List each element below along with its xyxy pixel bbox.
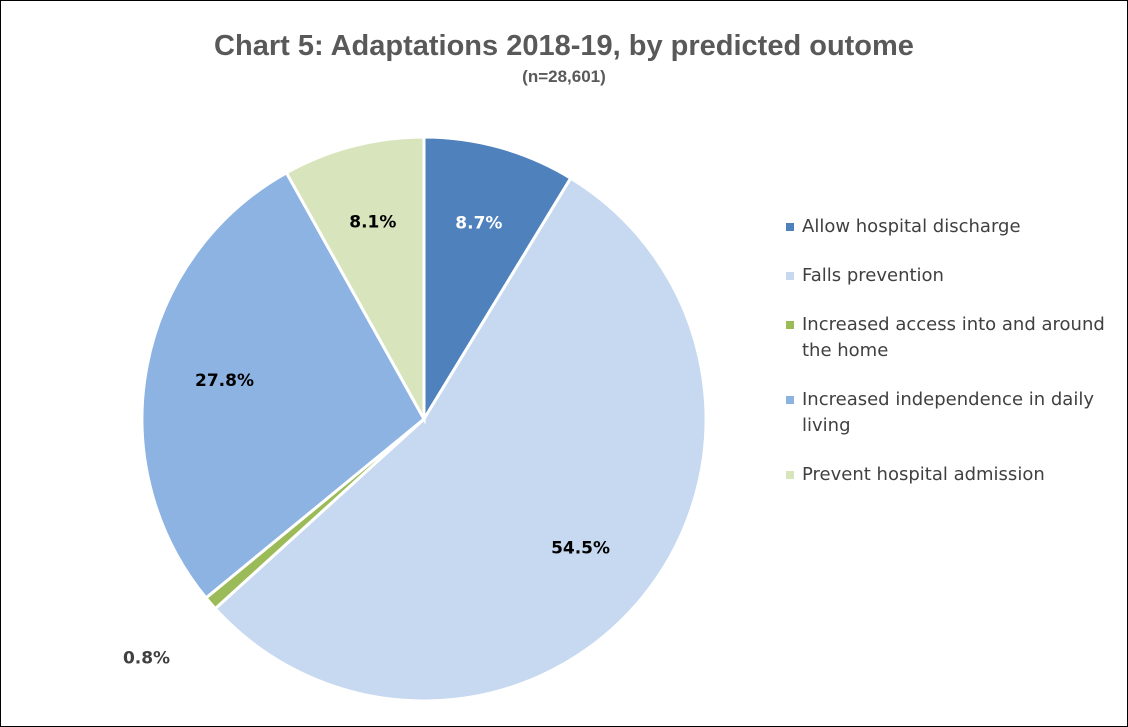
legend-label: Increased independence in daily living [802, 389, 1094, 436]
data-label: 0.8% [123, 649, 170, 669]
legend-item: Increased access into and around the hom… [786, 312, 1126, 364]
data-label: 27.8% [195, 371, 254, 391]
pie-slice [284, 135, 426, 425]
chart-subtitle: (n=28,601) [522, 67, 606, 86]
legend-label: Allow hospital discharge [802, 216, 1021, 237]
pie-slice [422, 135, 573, 425]
data-label: 8.7% [455, 214, 502, 234]
legend-swatch [786, 321, 794, 329]
legend-label: Prevent hospital admission [802, 464, 1045, 485]
legend-item: Falls prevention [786, 263, 1126, 289]
pie-slice [213, 176, 708, 703]
legend-swatch [786, 471, 794, 479]
legend-swatch [786, 272, 794, 280]
data-label: 54.5% [551, 538, 610, 558]
legend-item: Prevent hospital admission [786, 462, 1126, 488]
legend: Allow hospital discharge Falls prevention… [786, 214, 1126, 511]
legend-item: Allow hospital discharge [786, 214, 1126, 240]
legend-item: Increased independence in daily living [786, 387, 1126, 439]
pie-slice [140, 170, 426, 600]
legend-swatch [786, 396, 794, 404]
data-label: 8.1% [349, 213, 396, 233]
chart-title: Chart 5: Adaptations 2018-19, by predict… [214, 30, 914, 62]
legend-swatch [786, 223, 794, 231]
legend-label: Increased access into and around the hom… [802, 314, 1105, 361]
legend-label: Falls prevention [802, 265, 944, 286]
